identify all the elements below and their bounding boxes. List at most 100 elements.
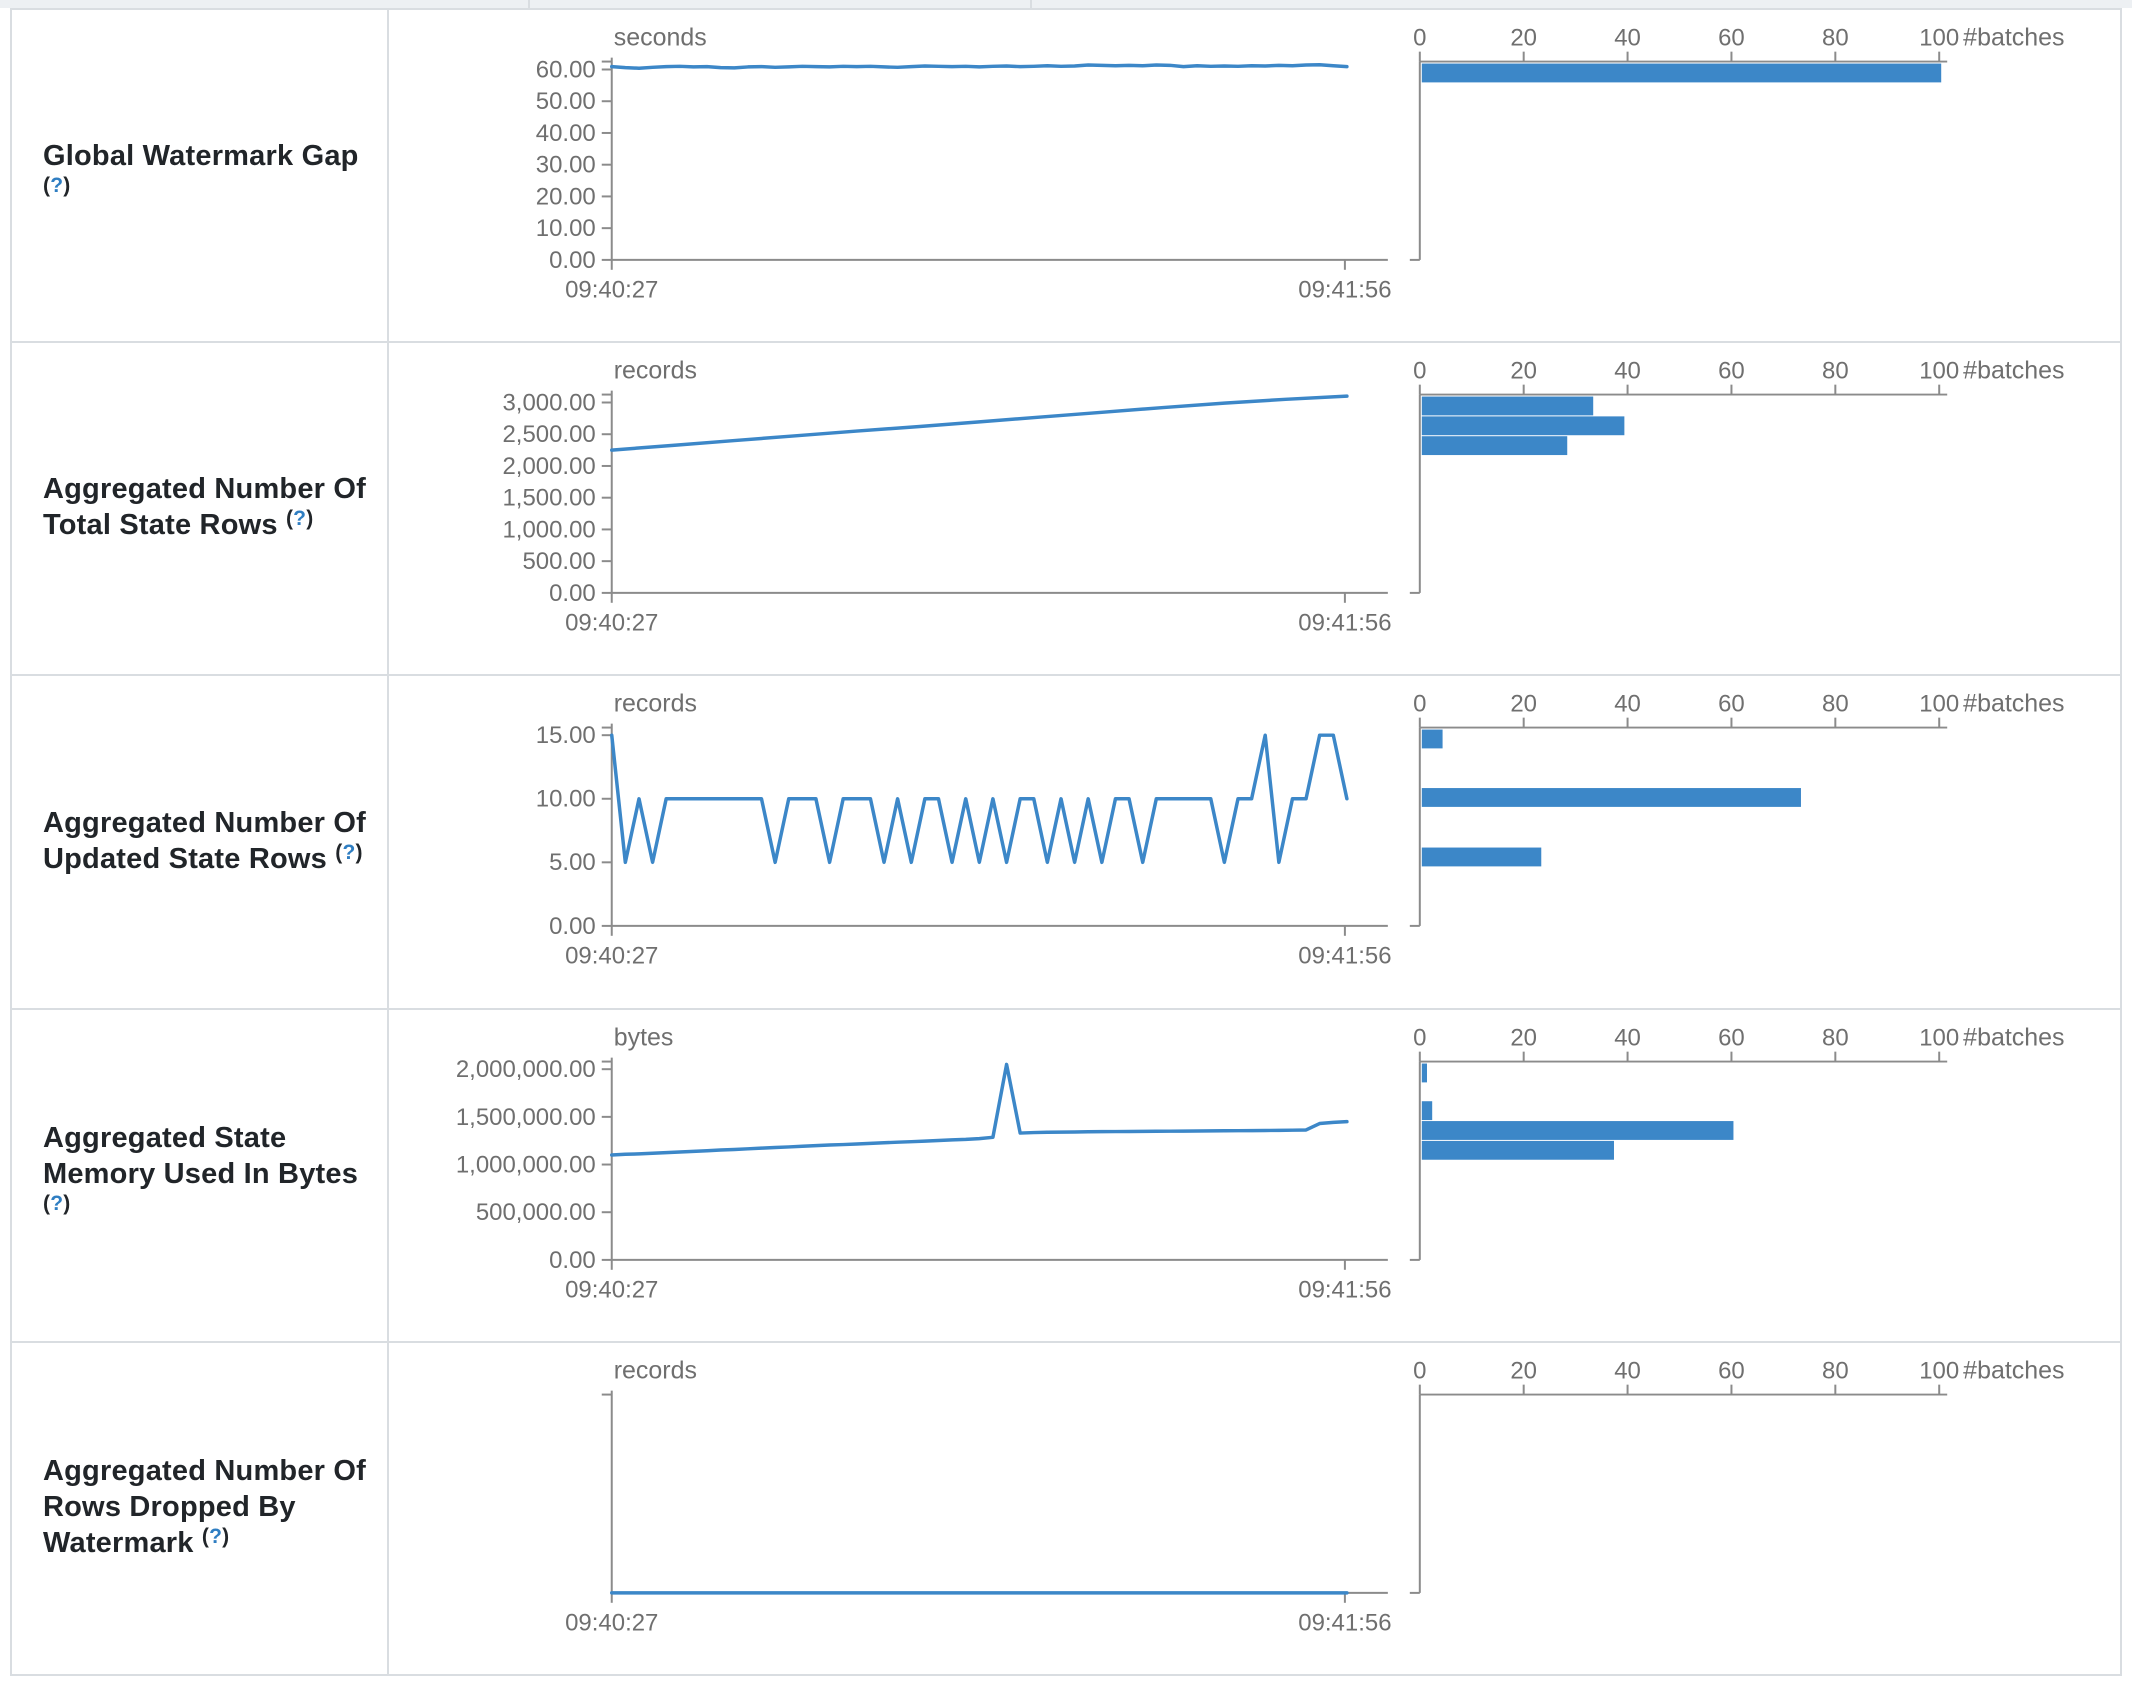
metric-row-updated-state-rows: Aggregated Number Of Updated State Rows (… bbox=[12, 676, 2120, 1010]
histogram-x-tick-label: 100 bbox=[1919, 1024, 1959, 1051]
y-tick-label: 3,000.00 bbox=[502, 390, 595, 417]
histogram-bar bbox=[1421, 396, 1594, 416]
metric-title-line: Updated State Rows (?) bbox=[43, 840, 363, 875]
help-question-link[interactable]: ? bbox=[293, 507, 307, 531]
metric-title-line: Watermark (?) bbox=[43, 1524, 230, 1559]
streaming-metrics-table: Global Watermark Gap (?) seconds 60.00 50.0… bbox=[10, 8, 2122, 1676]
histogram-bar bbox=[1421, 1140, 1614, 1160]
histogram-x-tick-label: 80 bbox=[1822, 1024, 1849, 1051]
histogram-unit-label: #batches bbox=[1963, 1023, 2064, 1051]
help-tooltip: (?) bbox=[335, 840, 363, 864]
y-tick-label: 2,500.00 bbox=[502, 421, 595, 448]
metric-chart-cell: records 09:40:27 09:41:56 0 20 40 60 80 100 #batc… bbox=[389, 1343, 2120, 1674]
histogram-unit-label: #batches bbox=[1963, 690, 2064, 718]
timeline-unit-label: records bbox=[614, 690, 697, 718]
x-end-time-label: 09:41:56 bbox=[1298, 277, 1391, 304]
metric-row-state-memory-used-bytes: Aggregated State Memory Used In Bytes (?) … bbox=[12, 1009, 2120, 1343]
timeline-unit-label: records bbox=[614, 357, 697, 385]
histogram-x-tick-label: 60 bbox=[1718, 358, 1745, 385]
help-question-link[interactable]: ? bbox=[50, 174, 64, 198]
histogram-x-tick-label: 100 bbox=[1919, 691, 1959, 718]
histogram-bar bbox=[1421, 729, 1443, 749]
y-tick-label: 50.00 bbox=[536, 88, 596, 115]
metric-row-global-watermark-gap: Global Watermark Gap (?) seconds 60.00 50.0… bbox=[12, 10, 2120, 344]
x-start-time-label: 09:40:27 bbox=[565, 277, 658, 304]
y-tick-label: 500.00 bbox=[522, 548, 595, 575]
table-border-stub bbox=[528, 0, 530, 8]
histogram-x-tick-label: 20 bbox=[1510, 691, 1537, 718]
metric-title-line: Memory Used In Bytes bbox=[43, 1157, 359, 1190]
y-tick-label: 30.00 bbox=[536, 152, 596, 179]
metric-charts-total-state-rows: records 3,000.00 2,500.00 2,000.00 1,500.00 1… bbox=[502, 357, 2065, 637]
timeline-chart: records 3,000.00 2,500.00 2,000.00 1,500.00 1… bbox=[502, 357, 1391, 637]
histogram-x-tick-label: 60 bbox=[1718, 25, 1745, 52]
metric-charts-global-watermark-gap: seconds 60.00 50.00 40.00 30.00 20.00 10.00 0.0… bbox=[536, 24, 2065, 304]
histogram-unit-label: #batches bbox=[1963, 357, 2064, 385]
metric-label-cell: Aggregated State Memory Used In Bytes (?) bbox=[12, 1009, 389, 1341]
x-start-time-label: 09:40:27 bbox=[565, 1276, 658, 1303]
histogram-bar bbox=[1421, 1100, 1433, 1120]
histogram-x-tick-label: 40 bbox=[1614, 1358, 1641, 1385]
histogram-x-tick-label: 80 bbox=[1822, 25, 1849, 52]
histogram-x-tick-label: 60 bbox=[1718, 1024, 1745, 1051]
y-tick-label: 10.00 bbox=[536, 215, 596, 242]
metric-charts-rows-dropped-by-watermark: records 09:40:27 09:41:56 0 20 40 60 80 100 #batc… bbox=[565, 1357, 2064, 1637]
timeline-chart: bytes 2,000,000.00 1,500,000.00 1,000,000.0… bbox=[456, 1023, 1392, 1303]
metric-charts-state-memory-used-bytes: bytes 2,000,000.00 1,500,000.00 1,000,000.0… bbox=[456, 1023, 2065, 1303]
help-tooltip: (?) bbox=[201, 1524, 230, 1548]
x-end-time-label: 09:41:56 bbox=[1298, 610, 1391, 637]
histogram-unit-label: #batches bbox=[1963, 24, 2064, 52]
x-start-time-label: 09:40:27 bbox=[565, 943, 658, 970]
y-tick-label: 20.00 bbox=[536, 183, 596, 210]
help-tooltip: (?) bbox=[285, 507, 314, 531]
timeline-unit-label: seconds bbox=[614, 24, 707, 52]
y-tick-label: 1,000,000.00 bbox=[456, 1151, 596, 1178]
y-tick-label: 0.00 bbox=[549, 913, 596, 940]
histogram-x-tick-label: 20 bbox=[1510, 25, 1537, 52]
timeline-chart: seconds 60.00 50.00 40.00 30.00 20.00 10.00 0.0… bbox=[536, 24, 1392, 304]
histogram-x-tick-label: 0 bbox=[1413, 1358, 1426, 1385]
histogram-bar bbox=[1421, 63, 1942, 83]
timeline-series-line bbox=[609, 63, 1349, 70]
y-tick-label: 0.00 bbox=[549, 1247, 596, 1274]
metric-label-cell: Aggregated Number Of Total State Rows (?) bbox=[12, 343, 389, 675]
histogram-bar bbox=[1421, 1063, 1428, 1082]
x-start-time-label: 09:40:27 bbox=[565, 1609, 658, 1636]
histogram-chart: 0 20 40 60 80 100 #batches bbox=[1409, 1023, 2065, 1261]
histogram-x-tick-label: 40 bbox=[1614, 358, 1641, 385]
y-tick-label: 1,500.00 bbox=[502, 485, 595, 512]
histogram-x-tick-label: 40 bbox=[1614, 691, 1641, 718]
histogram-chart: 0 20 40 60 80 100 #batches bbox=[1409, 357, 2065, 595]
y-tick-label: 0.00 bbox=[549, 580, 596, 607]
y-tick-label: 15.00 bbox=[536, 723, 596, 750]
timeline-unit-label: bytes bbox=[614, 1023, 674, 1051]
help-tooltip: (?) bbox=[43, 174, 71, 198]
metric-chart-cell: records 3,000.00 2,500.00 2,000.00 1,500.00 1… bbox=[389, 343, 2120, 674]
histogram-x-tick-label: 0 bbox=[1413, 691, 1426, 718]
metric-label-cell: Global Watermark Gap (?) bbox=[12, 10, 389, 342]
histogram-x-tick-label: 0 bbox=[1413, 358, 1426, 385]
timeline-chart: records 15.00 10.00 5.00 0.00 09:40:27 09:41:5… bbox=[536, 690, 1392, 970]
metric-title-line: Aggregated Number Of bbox=[43, 1454, 367, 1487]
histogram-x-tick-label: 0 bbox=[1413, 25, 1426, 52]
timeline-series-line bbox=[609, 733, 1349, 865]
histogram-x-tick-label: 100 bbox=[1919, 358, 1959, 385]
help-question-link[interactable]: ? bbox=[50, 1191, 64, 1215]
timeline-unit-label: records bbox=[614, 1357, 697, 1385]
y-tick-label: 40.00 bbox=[536, 120, 596, 147]
help-question-link[interactable]: ? bbox=[342, 840, 356, 864]
help-question-link[interactable]: ? bbox=[209, 1524, 223, 1548]
histogram-bar bbox=[1421, 436, 1568, 456]
histogram-x-tick-label: 40 bbox=[1614, 1024, 1641, 1051]
x-end-time-label: 09:41:56 bbox=[1298, 1609, 1391, 1636]
metric-title-line: Aggregated State bbox=[43, 1121, 287, 1154]
histogram-chart: 0 20 40 60 80 100 #batches bbox=[1409, 690, 2065, 928]
histogram-x-tick-label: 20 bbox=[1510, 1358, 1537, 1385]
histogram-chart: 0 20 40 60 80 100 #batches bbox=[1409, 24, 2065, 261]
histogram-x-tick-label: 20 bbox=[1510, 1024, 1537, 1051]
histogram-x-tick-label: 0 bbox=[1413, 1024, 1426, 1051]
y-tick-label: 60.00 bbox=[536, 57, 596, 84]
metric-title-line: Aggregated Number Of bbox=[43, 473, 367, 506]
metric-charts-updated-state-rows: records 15.00 10.00 5.00 0.00 09:40:27 09:41:5… bbox=[536, 690, 2065, 970]
timeline-series-line bbox=[609, 1062, 1349, 1157]
